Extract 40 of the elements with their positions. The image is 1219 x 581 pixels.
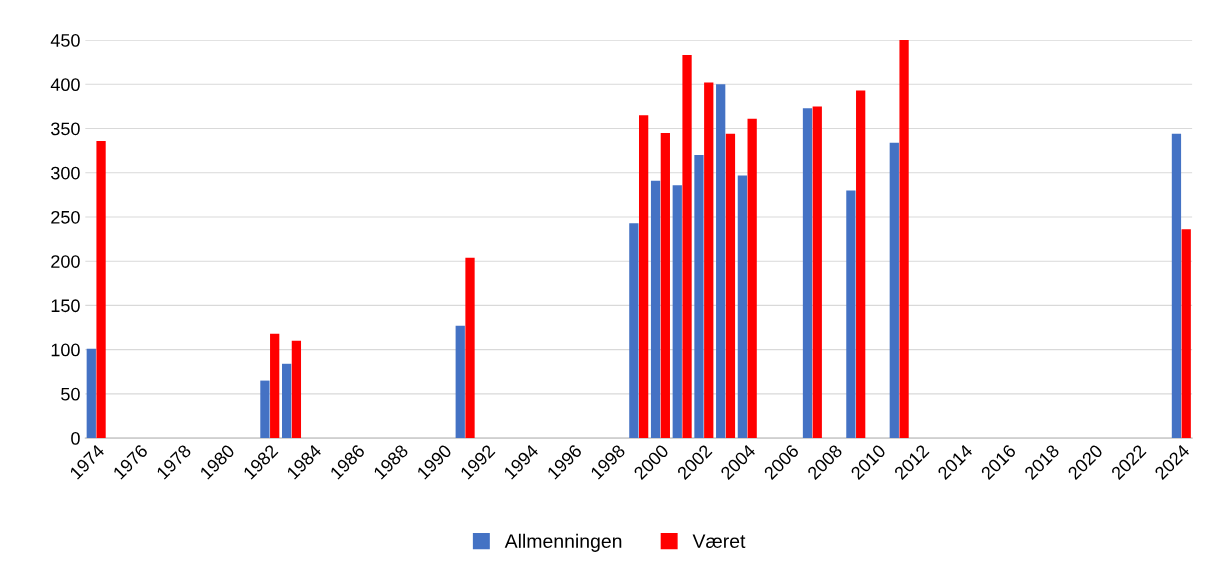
y-tick-label: 300 [51, 166, 80, 180]
bar [455, 325, 465, 439]
bar [672, 185, 682, 439]
bar [747, 118, 757, 439]
y-tick-label: 450 [50, 34, 80, 47]
bar [899, 40, 909, 439]
bar [660, 132, 670, 439]
bar [291, 340, 302, 439]
bar [86, 348, 96, 439]
bar [260, 380, 270, 439]
bar [629, 223, 639, 439]
y-tick-label: 400 [50, 78, 80, 92]
bar [725, 133, 736, 439]
bar [639, 115, 649, 439]
bar [846, 190, 856, 439]
y-tick-label: 100 [51, 343, 80, 357]
bar [270, 333, 280, 439]
y-tick-label: 50 [61, 387, 80, 401]
legend-label: Allmenningen [504, 533, 622, 552]
bar [694, 155, 704, 439]
bar [889, 142, 899, 439]
y-tick-label: 200 [51, 255, 80, 268]
legend-label: Været [692, 534, 746, 549]
bar [281, 363, 292, 439]
bar [802, 108, 813, 439]
bar [465, 257, 475, 439]
bar [716, 84, 726, 439]
y-tick-label: 350 [51, 122, 80, 136]
bar [704, 82, 714, 439]
y-tick-label: 150 [51, 299, 80, 313]
bar [1171, 133, 1182, 439]
bar [650, 180, 661, 439]
bar [682, 55, 692, 439]
bar [812, 106, 822, 439]
y-tick-label: 250 [51, 210, 80, 224]
bar [856, 90, 866, 439]
bar [1181, 229, 1191, 439]
y-tick-label: 0 [71, 432, 80, 445]
bar [737, 175, 748, 439]
bar [96, 140, 106, 439]
